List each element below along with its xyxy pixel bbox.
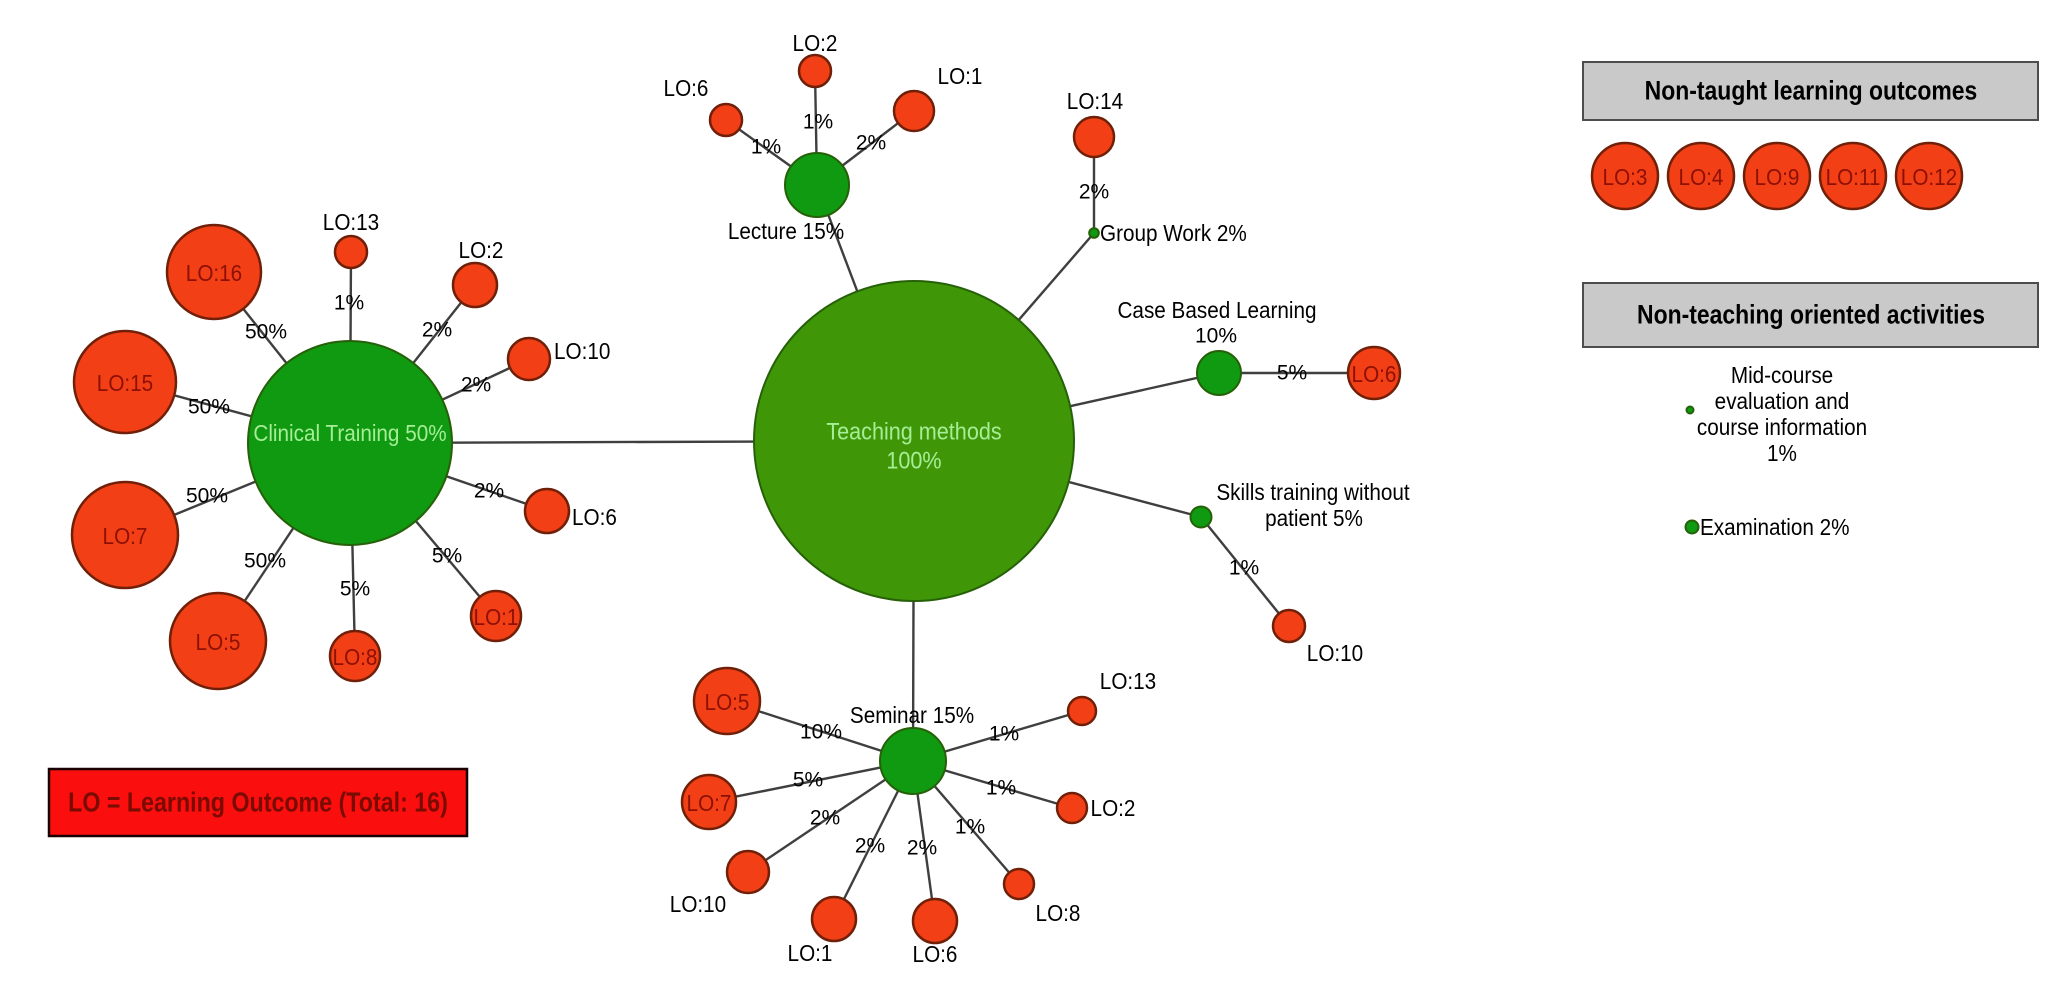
svg-text:LO = Learning Outcome (Total:: LO = Learning Outcome (Total: 16): [68, 788, 448, 818]
svg-text:LO:8: LO:8: [1036, 900, 1081, 926]
svg-text:patient 5%: patient 5%: [1265, 505, 1363, 531]
svg-text:2%: 2%: [461, 374, 491, 397]
svg-text:1%: 1%: [989, 723, 1019, 746]
svg-text:LO:12: LO:12: [1901, 164, 1957, 190]
svg-text:5%: 5%: [432, 545, 462, 568]
svg-text:LO:14: LO:14: [1067, 88, 1123, 114]
svg-text:LO:9: LO:9: [1755, 164, 1800, 190]
svg-text:evaluation and: evaluation and: [1715, 388, 1850, 414]
svg-text:LO:16: LO:16: [186, 260, 242, 286]
svg-text:2%: 2%: [856, 132, 886, 155]
svg-text:LO:13: LO:13: [1100, 668, 1156, 694]
svg-text:LO:1: LO:1: [474, 604, 519, 630]
svg-text:LO:1: LO:1: [788, 940, 833, 966]
svg-text:5%: 5%: [793, 769, 823, 792]
svg-text:1%: 1%: [803, 111, 833, 134]
svg-text:LO:6: LO:6: [1352, 361, 1397, 387]
svg-text:100%: 100%: [886, 446, 941, 473]
svg-text:LO:1: LO:1: [938, 63, 983, 89]
svg-text:50%: 50%: [188, 396, 230, 419]
svg-text:50%: 50%: [244, 550, 286, 573]
svg-text:1%: 1%: [986, 777, 1016, 800]
svg-text:LO:2: LO:2: [459, 237, 504, 263]
svg-text:Skills training without: Skills training without: [1216, 479, 1409, 505]
svg-text:Examination 2%: Examination 2%: [1700, 514, 1850, 540]
svg-text:LO:10: LO:10: [670, 891, 726, 917]
svg-text:LO:7: LO:7: [687, 790, 732, 816]
svg-text:LO:5: LO:5: [196, 629, 241, 655]
svg-text:Non-teaching oriented activiti: Non-teaching oriented activities: [1637, 300, 1985, 330]
svg-text:LO:3: LO:3: [1603, 164, 1648, 190]
svg-text:1%: 1%: [334, 292, 364, 315]
svg-text:LO:13: LO:13: [323, 209, 379, 235]
svg-text:LO:15: LO:15: [97, 370, 153, 396]
svg-text:1%: 1%: [1229, 557, 1259, 580]
svg-text:5%: 5%: [340, 578, 370, 601]
svg-text:2%: 2%: [474, 480, 504, 503]
svg-text:LO:2: LO:2: [793, 30, 838, 56]
svg-text:Case Based Learning: Case Based Learning: [1117, 297, 1316, 323]
svg-text:50%: 50%: [186, 485, 228, 508]
svg-text:LO:7: LO:7: [103, 523, 148, 549]
svg-text:10%: 10%: [1195, 325, 1237, 348]
svg-text:1%: 1%: [955, 816, 985, 839]
svg-text:2%: 2%: [1079, 181, 1109, 204]
svg-text:Non-taught learning outcomes: Non-taught learning outcomes: [1645, 76, 1978, 106]
svg-text:5%: 5%: [1277, 362, 1307, 385]
svg-text:Seminar 15%: Seminar 15%: [850, 702, 974, 728]
svg-text:LO:6: LO:6: [913, 941, 958, 967]
svg-text:2%: 2%: [907, 837, 937, 860]
svg-text:50%: 50%: [245, 321, 287, 344]
svg-text:LO:10: LO:10: [554, 338, 610, 364]
svg-text:2%: 2%: [810, 807, 840, 830]
svg-text:LO:8: LO:8: [333, 644, 378, 670]
svg-text:LO:6: LO:6: [572, 504, 617, 530]
svg-text:Group Work 2%: Group Work 2%: [1100, 220, 1247, 246]
svg-text:LO:10: LO:10: [1307, 640, 1363, 666]
svg-text:LO:5: LO:5: [705, 689, 750, 715]
svg-text:course information: course information: [1697, 414, 1867, 440]
svg-text:2%: 2%: [422, 319, 452, 342]
svg-text:1%: 1%: [751, 136, 781, 159]
svg-text:1%: 1%: [1767, 440, 1797, 466]
svg-text:Teaching methods: Teaching methods: [826, 417, 1001, 444]
svg-text:LO:11: LO:11: [1826, 164, 1881, 190]
svg-text:Mid-course: Mid-course: [1731, 362, 1833, 388]
svg-text:LO:6: LO:6: [664, 75, 709, 101]
svg-text:2%: 2%: [855, 835, 885, 858]
svg-text:Clinical Training 50%: Clinical Training 50%: [253, 420, 446, 446]
svg-text:10%: 10%: [800, 721, 842, 744]
svg-text:LO:2: LO:2: [1091, 795, 1136, 821]
svg-text:Lecture 15%: Lecture 15%: [728, 218, 844, 244]
svg-text:LO:4: LO:4: [1679, 164, 1724, 190]
